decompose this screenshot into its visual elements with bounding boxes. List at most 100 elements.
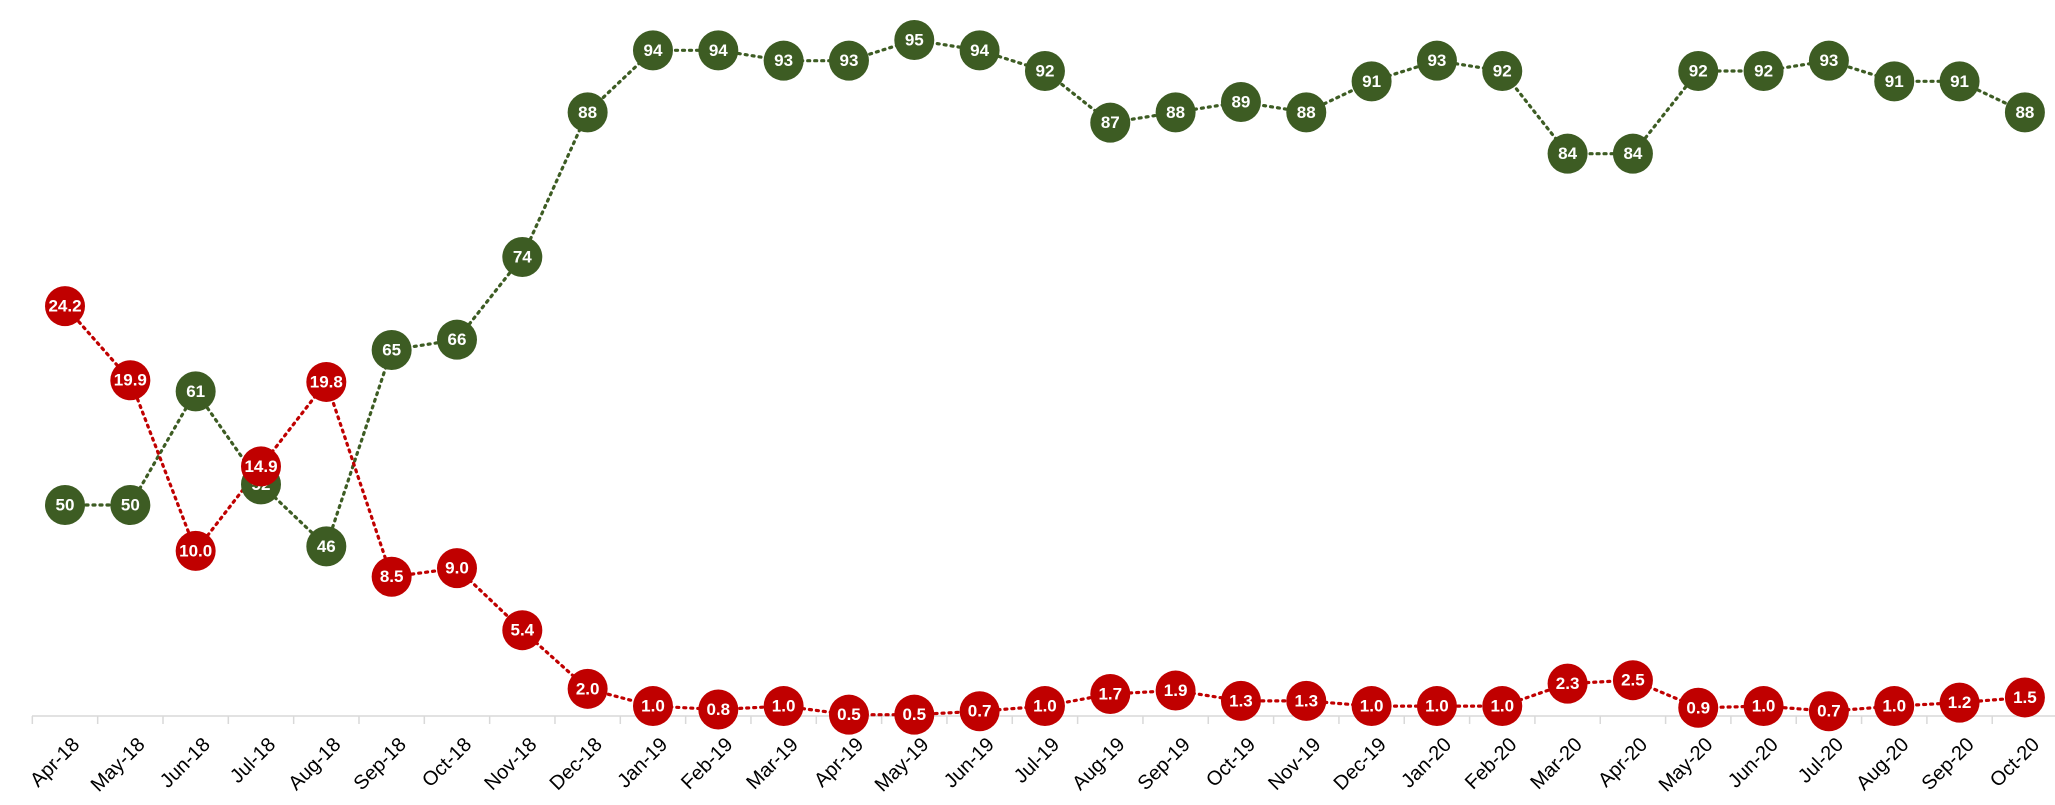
- data-point-marker: [1351, 686, 1392, 727]
- data-label: 50: [56, 495, 75, 514]
- data-point-marker: [959, 691, 1000, 732]
- data-point-marker: [1024, 51, 1065, 92]
- data-point: 2.0: [567, 668, 608, 709]
- data-point: 94: [959, 30, 1000, 71]
- data-points: 5050615246656674889494939395949287888988…: [45, 20, 2045, 735]
- x-tick-label: Mar-20: [1526, 734, 1586, 794]
- x-tick-label: Jun-18: [156, 734, 215, 793]
- data-label: 0.9: [1686, 698, 1710, 717]
- x-tick-label: Jun-20: [1724, 734, 1783, 793]
- data-point: 1.0: [1351, 686, 1392, 727]
- data-point-marker: [1482, 686, 1523, 727]
- data-label: 24.2: [48, 297, 81, 316]
- data-point-marker: [371, 330, 412, 371]
- x-tick-label: May-19: [871, 734, 934, 797]
- data-point-marker: [240, 446, 281, 487]
- data-point: 91: [1939, 61, 1980, 102]
- data-point: 92: [1482, 51, 1523, 92]
- data-point-marker: [1743, 51, 1784, 92]
- data-point: 19.9: [110, 360, 151, 401]
- data-point-marker: [632, 686, 673, 727]
- data-point: 1.0: [763, 686, 804, 727]
- data-point-marker: [1547, 663, 1588, 704]
- series-line-1: [63, 38, 2027, 550]
- data-label: 93: [1819, 51, 1838, 70]
- data-label: 2.5: [1621, 671, 1645, 690]
- data-label: 1.9: [1164, 681, 1188, 700]
- data-point-marker: [698, 689, 739, 730]
- data-label: 46: [317, 537, 336, 556]
- x-tick-label: Mar-19: [742, 734, 802, 794]
- data-label: 61: [186, 382, 205, 401]
- data-point: 1.0: [1024, 686, 1065, 727]
- data-label: 8.5: [380, 567, 404, 586]
- data-label: 65: [382, 340, 401, 359]
- x-tick-label: Jul-18: [226, 734, 280, 788]
- x-tick-label: Oct-20: [1986, 734, 2044, 792]
- data-label: 0.8: [706, 700, 730, 719]
- data-point: 8.5: [371, 556, 412, 597]
- data-point: 92: [1743, 51, 1784, 92]
- data-label: 91: [1362, 72, 1381, 91]
- data-label: 1.0: [772, 697, 796, 716]
- data-label: 1.7: [1098, 684, 1122, 703]
- data-point: 93: [1808, 40, 1849, 81]
- data-point: 65: [371, 330, 412, 371]
- data-point: 91: [1351, 61, 1392, 102]
- data-point-marker: [567, 92, 608, 133]
- data-point: 1.0: [1416, 686, 1457, 727]
- x-tick-label: Jul-19: [1010, 734, 1064, 788]
- data-label: 10.0: [179, 541, 212, 560]
- data-point: 9.0: [436, 548, 477, 589]
- data-point-marker: [1874, 61, 1915, 102]
- data-label: 74: [513, 247, 532, 266]
- x-tick-label: May-18: [87, 734, 150, 797]
- data-label: 88: [1166, 103, 1185, 122]
- x-tick-label: Oct-19: [1202, 734, 1260, 792]
- data-label: 66: [448, 330, 467, 349]
- data-point-marker: [1612, 660, 1653, 701]
- data-label: 92: [1035, 61, 1054, 80]
- data-point: 1.7: [1090, 673, 1131, 714]
- data-point: 0.8: [698, 689, 739, 730]
- data-point: 46: [306, 526, 347, 567]
- data-point-marker: [1220, 680, 1261, 721]
- data-point: 88: [1286, 92, 1327, 133]
- x-tick-label: Aug-20: [1852, 734, 1913, 795]
- data-point-marker: [1939, 61, 1980, 102]
- data-label: 1.0: [1425, 697, 1449, 716]
- data-point-marker: [502, 610, 543, 651]
- data-label: 1.3: [1294, 691, 1318, 710]
- data-point-marker: [175, 371, 216, 412]
- data-label: 95: [905, 30, 924, 49]
- data-point: 92: [1678, 51, 1719, 92]
- x-tick-label: Nov-18: [480, 734, 541, 795]
- data-label: 93: [774, 51, 793, 70]
- data-point: 66: [436, 319, 477, 360]
- x-tick-label: Jul-20: [1794, 734, 1848, 788]
- data-point-marker: [894, 694, 935, 735]
- data-point: 88: [2004, 92, 2045, 133]
- data-point: 93: [763, 40, 804, 81]
- data-point-marker: [436, 548, 477, 589]
- data-label: 1.2: [1948, 693, 1972, 712]
- data-label: 0.5: [902, 705, 926, 724]
- data-point: 1.2: [1939, 682, 1980, 723]
- data-label: 1.0: [1033, 697, 1057, 716]
- data-point-marker: [1351, 61, 1392, 102]
- data-point-marker: [1286, 92, 1327, 133]
- series-line-2: [63, 304, 2027, 717]
- data-label: 88: [2015, 103, 2034, 122]
- data-point-marker: [1090, 673, 1131, 714]
- data-point-marker: [1874, 686, 1915, 727]
- data-point-marker: [959, 30, 1000, 71]
- data-label: 92: [1754, 61, 1773, 80]
- x-tick-label: Apr-18: [26, 734, 84, 792]
- data-point: 89: [1220, 82, 1261, 123]
- data-label: 19.8: [310, 372, 343, 391]
- data-point: 84: [1612, 133, 1653, 174]
- data-label: 2.0: [576, 679, 600, 698]
- data-label: 93: [1427, 51, 1446, 70]
- data-point-marker: [371, 556, 412, 597]
